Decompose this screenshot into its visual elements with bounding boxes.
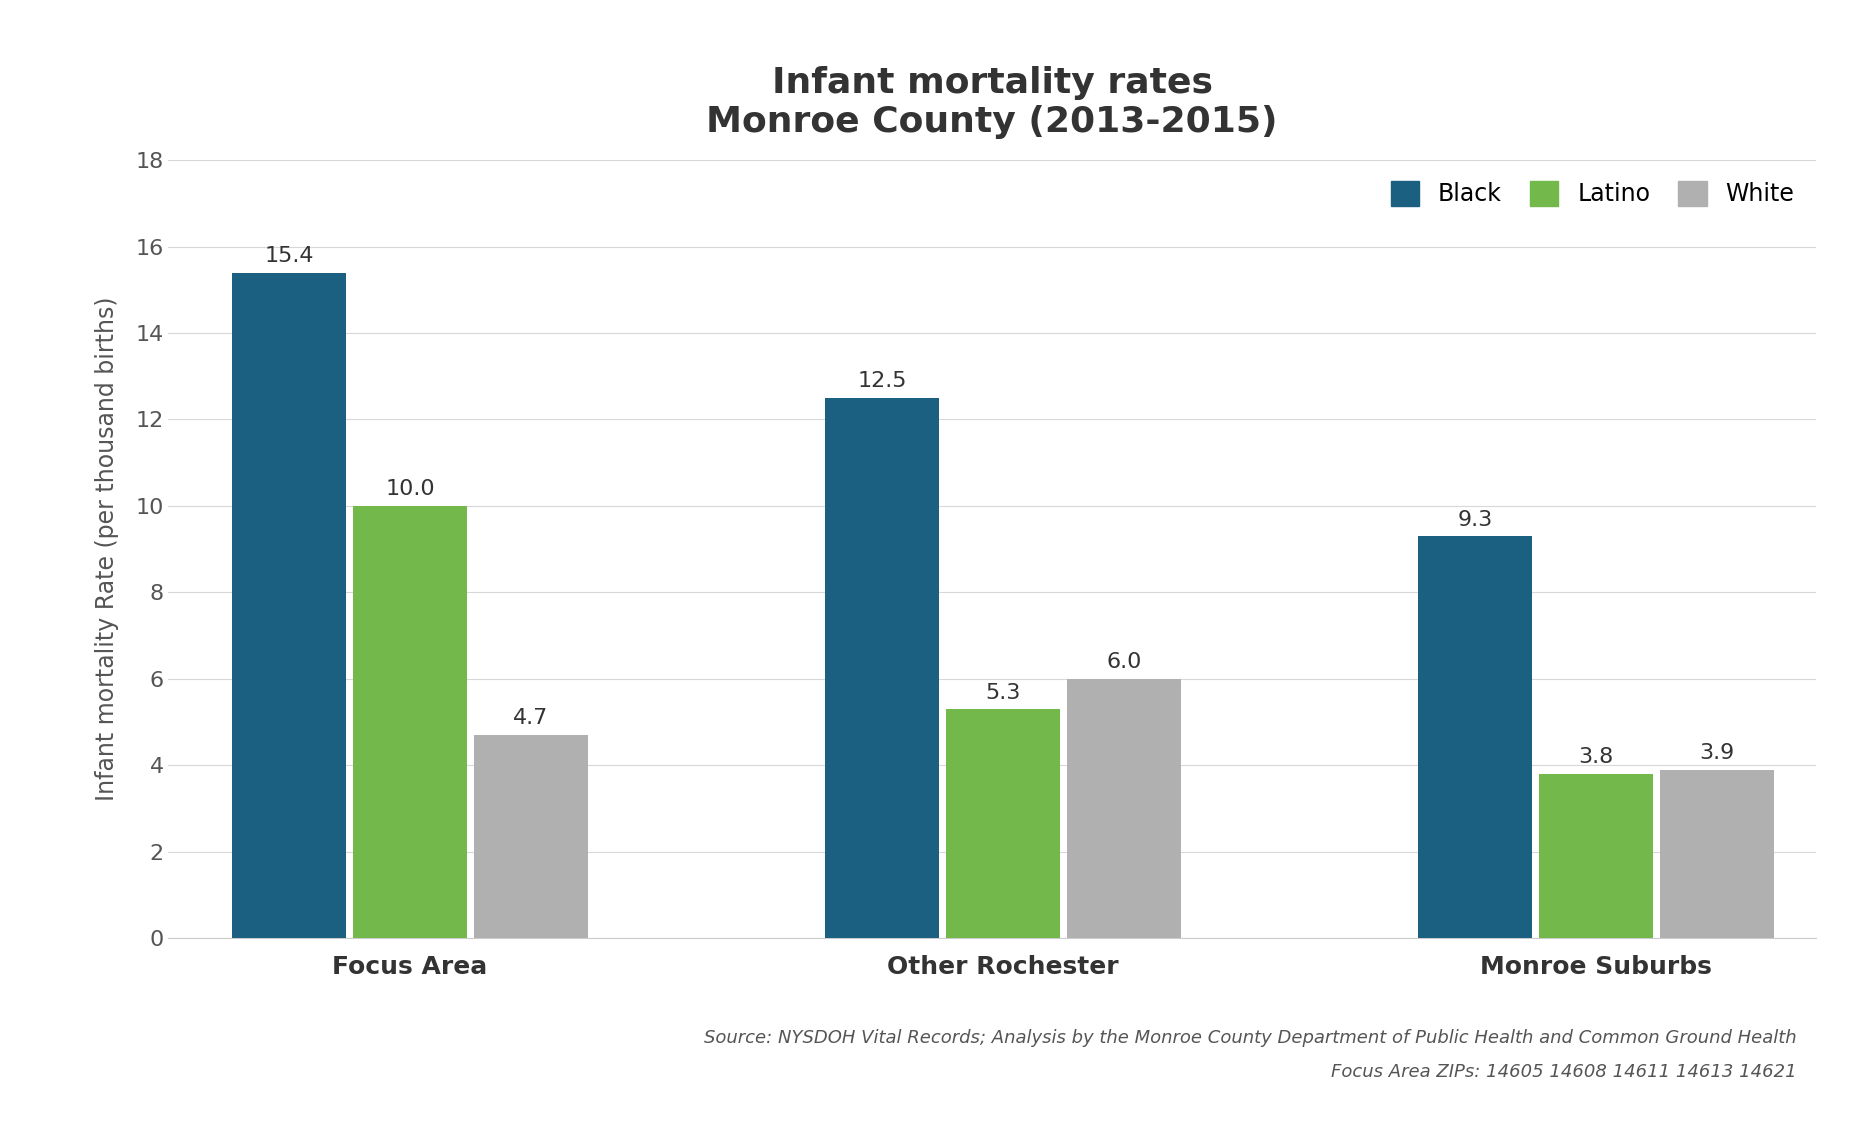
- Legend: Black, Latino, White: Black, Latino, White: [1382, 172, 1805, 216]
- Text: 6.0: 6.0: [1106, 652, 1142, 673]
- Text: 10.0: 10.0: [386, 479, 434, 500]
- Text: Source: NYSDOH Vital Records; Analysis by the Monroe County Department of Public: Source: NYSDOH Vital Records; Analysis b…: [704, 1028, 1797, 1047]
- Bar: [1539, 773, 1653, 938]
- Title: Infant mortality rates
Monroe County (2013-2015): Infant mortality rates Monroe County (20…: [706, 66, 1279, 140]
- Text: 12.5: 12.5: [857, 372, 908, 391]
- Text: 9.3: 9.3: [1458, 510, 1494, 530]
- Bar: [826, 398, 940, 938]
- Bar: [474, 734, 588, 938]
- Text: 4.7: 4.7: [513, 708, 548, 729]
- Text: 5.3: 5.3: [985, 683, 1020, 702]
- Bar: [945, 709, 1060, 938]
- Bar: [1419, 537, 1533, 938]
- Bar: [1067, 678, 1181, 938]
- Text: Focus Area ZIPs: 14605 14608 14611 14613 14621: Focus Area ZIPs: 14605 14608 14611 14613…: [1331, 1063, 1797, 1081]
- Bar: [232, 272, 346, 938]
- Text: 3.9: 3.9: [1700, 744, 1735, 763]
- Bar: [1660, 770, 1775, 938]
- Bar: [354, 506, 468, 938]
- Y-axis label: Infant mortality Rate (per thousand births): Infant mortality Rate (per thousand birt…: [95, 297, 118, 801]
- Text: 3.8: 3.8: [1578, 747, 1614, 768]
- Text: 15.4: 15.4: [264, 246, 314, 267]
